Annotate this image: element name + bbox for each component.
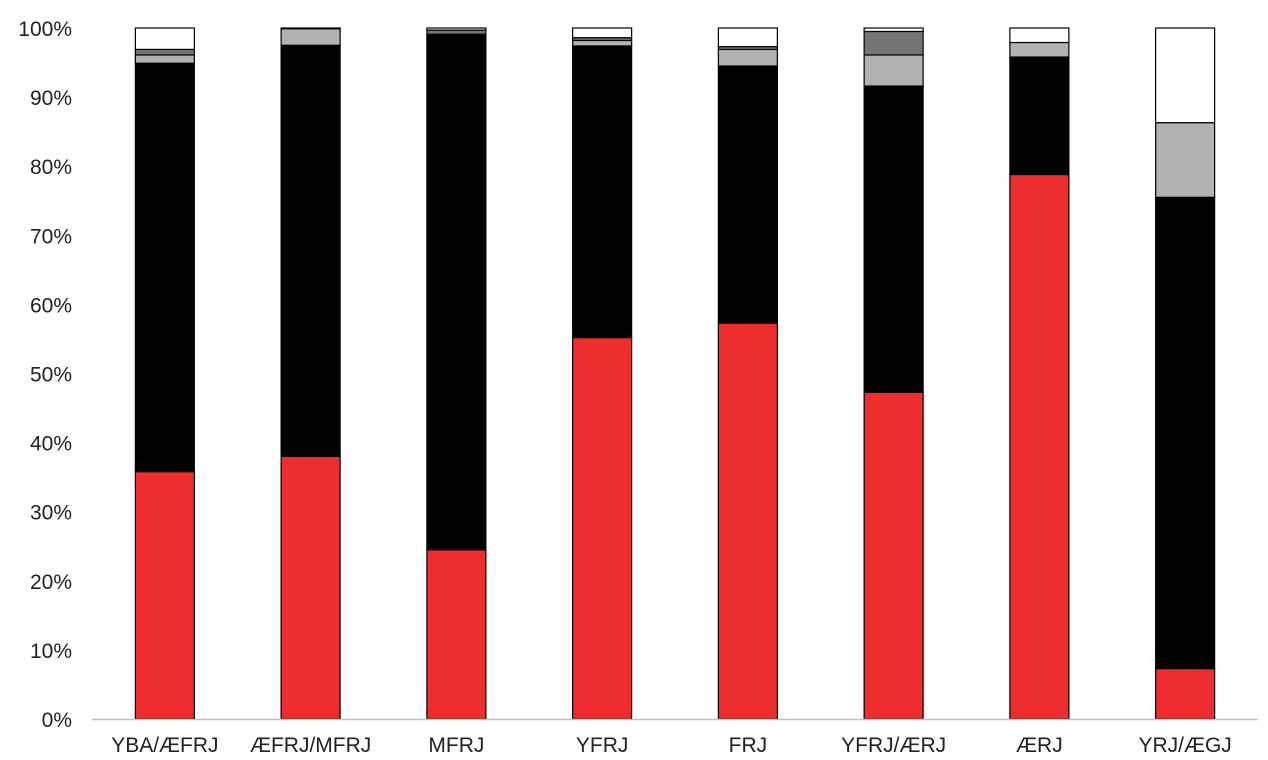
- bar-segment-5: [863, 27, 924, 33]
- bar-segment-5: [1009, 27, 1070, 44]
- bar-stack: [717, 27, 778, 720]
- bar-segment-1: [717, 322, 778, 720]
- y-tick-label: 20%: [30, 571, 72, 594]
- x-category-label: ÆFRJ/MFRJ: [250, 734, 371, 757]
- bar-segment-5: [1155, 27, 1216, 124]
- y-tick-label: 30%: [30, 502, 72, 525]
- bar-stack: [572, 27, 633, 720]
- bar-segment-1: [572, 336, 633, 720]
- bar-segment-1: [426, 549, 487, 720]
- bar-segment-3: [1009, 41, 1070, 58]
- bar-segment-2: [863, 85, 924, 393]
- bar-segment-3: [717, 48, 778, 67]
- bar-segment-5: [717, 27, 778, 48]
- bar-segment-2: [426, 33, 487, 551]
- bar-segment-2: [572, 45, 633, 339]
- bar-stack: [1155, 27, 1216, 720]
- x-category-label: YFRJ: [576, 734, 629, 757]
- y-tick-label: 70%: [30, 225, 72, 248]
- bar-segment-2: [1155, 196, 1216, 670]
- bar-segment-5: [280, 27, 341, 30]
- y-tick-label: 60%: [30, 294, 72, 317]
- bar-segment-1: [134, 471, 195, 720]
- y-tick-label: 50%: [30, 364, 72, 387]
- x-category-label: YBA/ÆFRJ: [111, 734, 218, 757]
- bar-segment-3: [1155, 122, 1216, 198]
- y-tick-label: 10%: [30, 640, 72, 663]
- y-tick-label: 80%: [30, 156, 72, 179]
- bar-segment-3: [280, 28, 341, 46]
- y-tick-label: 100%: [18, 18, 72, 41]
- x-axis-labels: YBA/ÆFRJ ÆFRJ/MFRJ MFRJ YFRJ FRJ YFRJ/ÆRJ ÆRJ Y…: [111, 734, 1232, 757]
- x-category-label: YFRJ/ÆRJ: [841, 734, 946, 757]
- bar-segment-4: [134, 48, 195, 56]
- bar-segment-3: [863, 54, 924, 87]
- x-category-label: ÆRJ: [1016, 734, 1063, 757]
- bar-segment-5: [134, 27, 195, 51]
- y-tick-label: 90%: [30, 87, 72, 110]
- bar-segment-3: [572, 39, 633, 47]
- bar-segment-2: [717, 65, 778, 324]
- bar-segment-3: [134, 54, 195, 64]
- bar-stack: [863, 27, 924, 720]
- bar-segment-1: [863, 391, 924, 720]
- bar-stack: [280, 27, 341, 720]
- bar-segment-2: [134, 62, 195, 473]
- bar-segment-1: [280, 455, 341, 720]
- bar-segment-4: [863, 30, 924, 56]
- bar-segment-5: [426, 27, 487, 31]
- y-tick-label: 0%: [42, 709, 72, 732]
- bar-segment-1: [1009, 173, 1070, 720]
- y-tick-label: 40%: [30, 433, 72, 456]
- bar-stack: [1009, 27, 1070, 720]
- bar-stacks: [134, 27, 1216, 720]
- bar-stack: [426, 27, 487, 720]
- bar-segment-2: [280, 44, 341, 458]
- x-category-label: MFRJ: [428, 734, 484, 757]
- bar-segment-1: [1155, 667, 1216, 720]
- bar-stack: [134, 27, 195, 720]
- bar-segment-2: [1009, 56, 1070, 176]
- x-category-label: FRJ: [729, 734, 768, 757]
- x-category-label: YRJ/ÆGJ: [1138, 734, 1231, 757]
- bar-segment-5: [572, 27, 633, 39]
- y-axis-ticks: 0% 10% 20% 30% 40% 50% 60% 70% 80% 90% 100%: [18, 18, 72, 732]
- bar-segment-4: [426, 29, 487, 35]
